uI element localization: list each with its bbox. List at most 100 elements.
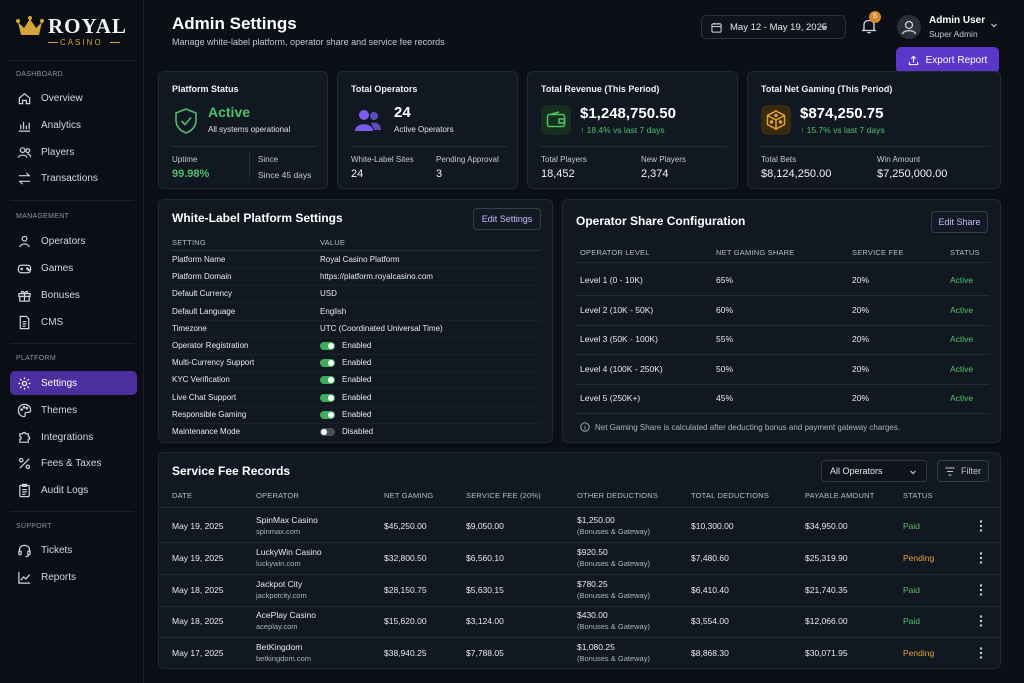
wallet-icon (546, 111, 566, 128)
net-gaming-card: Total Net Gaming (This Period) $874,250.… (747, 71, 1001, 189)
more-options-icon[interactable] (979, 519, 983, 533)
user-name[interactable]: Admin User (929, 15, 986, 26)
edit-share-button[interactable]: Edit Share (931, 211, 988, 233)
swap-icon (18, 171, 31, 185)
toggle-switch[interactable] (320, 376, 335, 385)
more-options-icon[interactable] (979, 583, 983, 597)
record-date: May 18, 2025 (172, 616, 224, 627)
row-divider (171, 285, 541, 287)
divider (575, 262, 990, 263)
status-badge: Pending (903, 648, 935, 659)
sidebar-item-label: Players (41, 146, 75, 158)
operator-name: SpinMax Casino (256, 515, 318, 525)
info-icon (580, 422, 590, 432)
row-divider (159, 573, 1002, 575)
sidebar-divider (10, 343, 134, 344)
wl-sites-value: 24 (351, 168, 364, 180)
toggle-switch[interactable] (320, 410, 335, 419)
record-date: May 19, 2025 (172, 552, 224, 563)
table-row[interactable]: May 18, 2025 Jackpot City jackpotcity.com $… (159, 575, 1002, 607)
operator-domain: spinmax.com (256, 527, 301, 536)
table-row[interactable]: May 19, 2025 LuckyWin Casino luckywin.com $… (159, 543, 1002, 575)
toggle-switch[interactable] (320, 342, 335, 350)
card-title: Total Operators (351, 84, 418, 94)
operator-level: Level 5 (250K+) (580, 393, 641, 403)
sidebar-item-overview[interactable]: Overview (10, 86, 137, 110)
sidebar-item-integrations[interactable]: Integrations (10, 425, 137, 449)
operator-level: Level 1 (0 - 10K) (580, 275, 643, 285)
row-divider (171, 336, 541, 338)
setting-value: Enabled (342, 358, 372, 368)
sidebar-item-settings[interactable]: Settings (10, 371, 137, 395)
dice-icon (766, 110, 786, 130)
sidebar-item-fees-taxes[interactable]: Fees & Taxes (10, 451, 137, 475)
sidebar-item-audit-logs[interactable]: Audit Logs (10, 478, 137, 502)
platform-status-value: Active (208, 104, 251, 120)
sidebar: ROYAL CASINO DASHBOARD Overview Analytic… (0, 0, 144, 683)
filter-button[interactable]: Filter (937, 460, 989, 482)
sidebar-item-bonuses[interactable]: Bonuses (10, 283, 137, 307)
share-note: Net Gaming Share is calculated after ded… (595, 423, 901, 432)
divider (171, 250, 541, 251)
row-divider (575, 295, 990, 296)
revenue-amount: $1,248,750.50 (580, 105, 676, 122)
win-amount-label: Win Amount (877, 155, 921, 164)
total-bets-value: $8,124,250.00 (761, 168, 832, 180)
column-header: OPERATOR (256, 491, 299, 500)
sidebar-divider (10, 60, 134, 61)
date-range-picker[interactable]: May 12 - May 19, 2025 (701, 15, 846, 39)
export-report-button[interactable]: Export Report (896, 47, 999, 73)
sidebar-item-reports[interactable]: Reports (10, 565, 137, 589)
operator-name: AcePlay Casino (256, 610, 317, 621)
table-row[interactable]: May 18, 2025 AcePlay Casino aceplay.com $15… (159, 606, 1002, 639)
row-divider (171, 268, 541, 269)
sidebar-item-operators[interactable]: Operators (10, 229, 137, 253)
wallet-icon-bg (541, 105, 571, 135)
date-range-value: May 12 - May 19, 2025 (730, 21, 828, 33)
setting-name: Operator Registration (172, 341, 249, 350)
sidebar-item-tickets[interactable]: Tickets (10, 538, 137, 562)
row-divider (159, 605, 1002, 607)
service-fee-value: $7,788.05 (466, 648, 504, 659)
table-row[interactable]: May 19, 2025 SpinMax Casino spinmax.com $45… (159, 511, 1002, 543)
sidebar-item-players[interactable]: Players (10, 140, 137, 164)
operators-count-sub: Active Operators (394, 125, 454, 134)
more-options-icon[interactable] (979, 614, 983, 628)
toggle-switch[interactable] (320, 393, 335, 402)
edit-settings-button[interactable]: Edit Settings (473, 208, 541, 230)
chevron-down-icon[interactable] (989, 20, 999, 30)
nav-section-platform: PLATFORM (16, 355, 56, 362)
net-gaming-change: ↑ 15.7% vs last 7 days (800, 125, 885, 135)
net-gaming-value: $32,800.50 (384, 552, 427, 563)
section-title: Service Fee Records (172, 464, 291, 478)
toggle-switch[interactable] (320, 428, 335, 436)
brand-name: ROYAL (48, 14, 127, 38)
sidebar-item-label: Bonuses (41, 289, 80, 301)
sidebar-item-themes[interactable]: Themes (10, 398, 137, 422)
net-gaming-share: 45% (716, 393, 734, 403)
status-badge: Pending (903, 552, 935, 563)
brand-logo[interactable]: ROYAL CASINO (16, 12, 136, 48)
toggle-switch[interactable] (320, 359, 335, 368)
sidebar-item-transactions[interactable]: Transactions (10, 166, 137, 190)
home-icon (18, 92, 31, 104)
table-row[interactable]: May 17, 2025 BetKingdom betkingdom.com $38,… (159, 638, 1002, 669)
sidebar-item-analytics[interactable]: Analytics (10, 113, 137, 137)
more-options-icon[interactable] (979, 551, 983, 565)
uptime-value: 99.98% (172, 168, 210, 180)
avatar[interactable] (897, 15, 921, 39)
more-options-icon[interactable] (979, 646, 983, 660)
payable-amount-value: $30,071.95 (805, 648, 848, 659)
payable-amount-value: $34,950.00 (805, 521, 848, 531)
column-header: VALUE (320, 238, 346, 247)
sidebar-item-cms[interactable]: CMS (10, 310, 137, 334)
status-badge: Paid (903, 521, 921, 531)
operator-filter-select[interactable]: All Operators (821, 460, 927, 482)
service-fee: 20% (852, 304, 870, 315)
setting-value: USD (320, 289, 337, 299)
status-badge: Paid (903, 616, 921, 627)
divider (350, 146, 507, 147)
sidebar-item-games[interactable]: Games (10, 256, 137, 280)
row-divider (171, 319, 541, 321)
new-players-label: New Players (641, 155, 686, 164)
